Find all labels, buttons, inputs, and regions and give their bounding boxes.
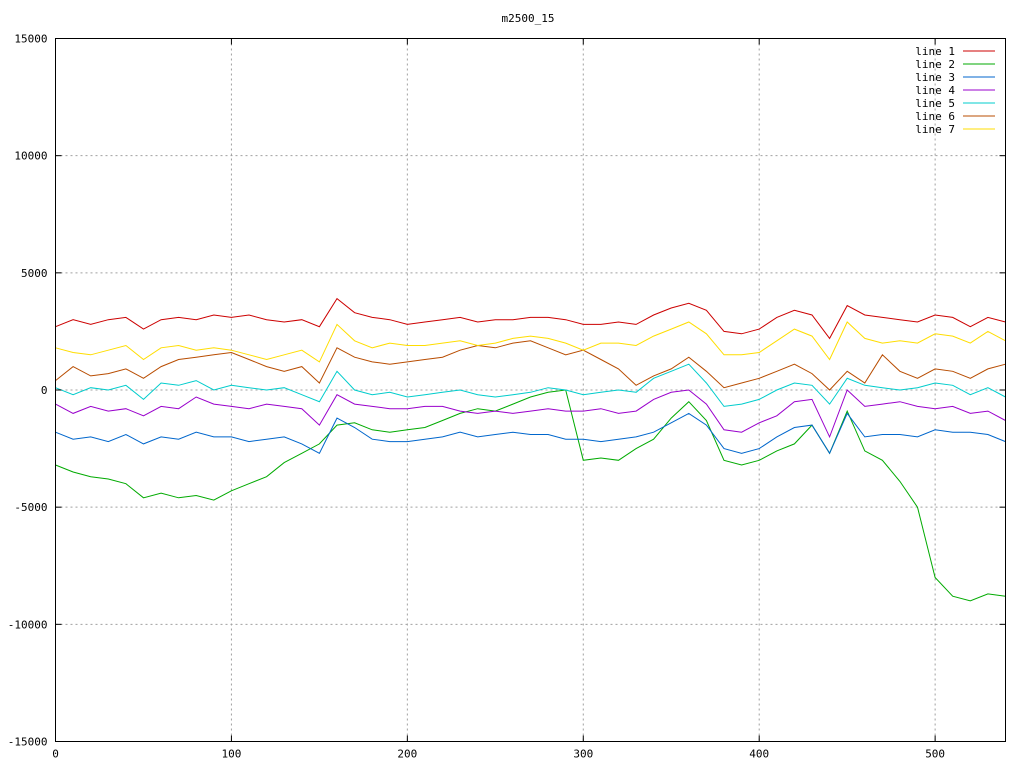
x-tick-label: 400 (749, 748, 769, 761)
grid (55, 38, 1006, 742)
x-tick-label: 300 (573, 748, 593, 761)
series-line-3 (55, 412, 1006, 455)
series-line-5 (55, 363, 1006, 407)
y-tick-label: -5000 (14, 501, 47, 514)
legend-label-1: line 1 (915, 45, 955, 58)
y-tick-label: 15000 (14, 33, 47, 46)
x-tick-label: 200 (397, 748, 417, 761)
series-line-4 (55, 389, 1006, 439)
legend-label-5: line 5 (915, 97, 955, 110)
legend-label-2: line 2 (915, 58, 955, 71)
series-line-2 (55, 389, 1006, 602)
legend-label-7: line 7 (915, 123, 955, 136)
y-tick-label: 5000 (21, 267, 48, 280)
x-tick-label: 500 (925, 748, 945, 761)
y-tick-label: -10000 (8, 618, 48, 631)
y-tick-label: -15000 (8, 736, 48, 749)
series-line-7 (55, 321, 1006, 363)
legend-label-6: line 6 (915, 110, 955, 123)
series-line-1 (55, 297, 1006, 340)
series-line-6 (55, 340, 1006, 391)
x-tick-label: 0 (52, 748, 59, 761)
x-tick-label: 100 (221, 748, 241, 761)
legend-label-4: line 4 (915, 84, 955, 97)
y-tick-label: 10000 (14, 150, 47, 163)
axis-ticks: 0 100 200 300 400 500 -15000 -10000 -5000 0 5000 10… (8, 33, 1006, 761)
series-lines (55, 297, 1006, 602)
y-tick-label: 0 (41, 384, 48, 397)
chart-title: m2500_15 (502, 12, 555, 25)
legend-label-3: line 3 (915, 71, 955, 84)
